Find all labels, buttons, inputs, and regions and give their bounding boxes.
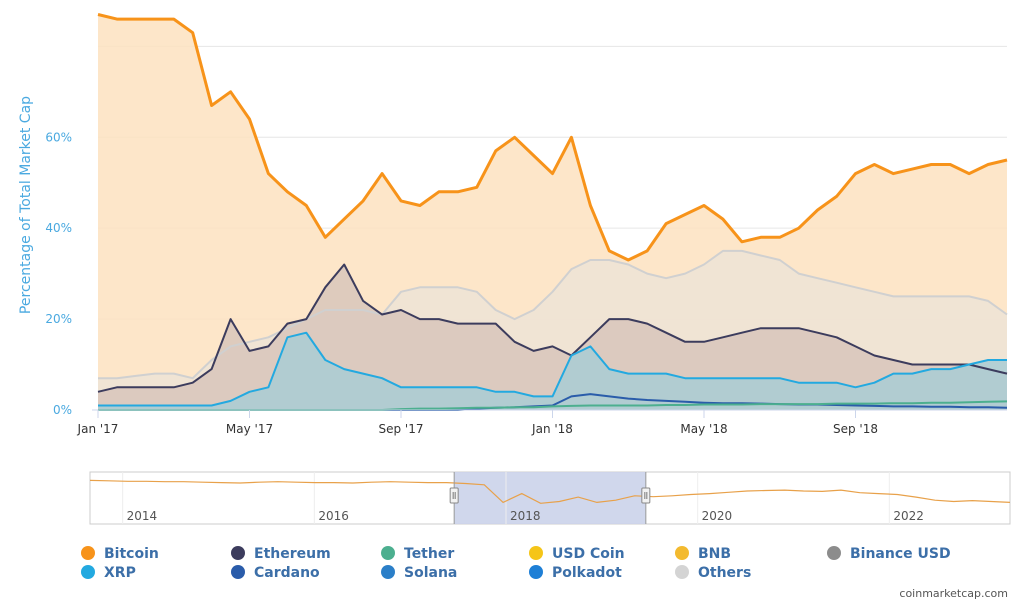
x-tick-label: Jan '17 — [77, 422, 119, 436]
legend-marker — [381, 565, 395, 579]
line-ethereum — [97, 263, 1008, 393]
legend-marker — [529, 546, 543, 560]
range-navigator[interactable]: 2014 2016 2018 2020 2022 — [89, 471, 1011, 525]
legend-label: Binance USD — [850, 546, 951, 562]
navigator-tick-label: 2018 — [510, 509, 541, 523]
legend-label: USD Coin — [552, 546, 625, 562]
legend-marker — [675, 546, 689, 560]
x-tick-label: Jan '18 — [531, 422, 573, 436]
legend-item-binance-usd[interactable]: Binance USD — [827, 546, 951, 562]
navigator-series-line — [89, 479, 1011, 504]
x-tick-label: Sep '17 — [379, 422, 424, 436]
credit-text[interactable]: coinmarketcap.com — [899, 587, 1008, 600]
legend-item-usd-coin[interactable]: USD Coin — [529, 546, 625, 562]
legend-marker — [827, 546, 841, 560]
legend-item-ethereum[interactable]: Ethereum — [231, 546, 331, 562]
legend-label: Polkadot — [552, 565, 622, 581]
navigator-tick-label: 2022 — [893, 509, 924, 523]
legend-marker — [81, 546, 95, 560]
legend-marker — [675, 565, 689, 579]
navigator-tick-label: 2016 — [318, 509, 349, 523]
legend-item-polkadot[interactable]: Polkadot — [529, 565, 622, 581]
legend-label: Ethereum — [254, 546, 331, 562]
y-tick-label: 60% — [45, 130, 72, 144]
legend-item-others[interactable]: Others — [675, 565, 751, 581]
legend-marker — [231, 565, 245, 579]
legend-item-bnb[interactable]: BNB — [675, 546, 731, 562]
area-xrp — [98, 332, 1007, 410]
legend-label: BNB — [698, 546, 731, 562]
y-axis-label: Percentage of Total Market Cap — [18, 96, 34, 314]
line-xrp — [98, 331, 1007, 407]
legend-marker — [231, 546, 245, 560]
y-tick-label: 20% — [45, 312, 72, 326]
legend-marker — [529, 565, 543, 579]
navigator-tick-label: 2014 — [127, 509, 158, 523]
x-axis: Jan '17 May '17 Sep '17 Jan '18 May '18 Sep '… — [77, 409, 1007, 436]
legend-label: Others — [698, 565, 751, 581]
navigator-selection — [454, 472, 646, 524]
y-tick-label: 0% — [53, 403, 72, 417]
navigator-left-handle[interactable] — [449, 487, 459, 504]
series-areas — [98, 14, 1007, 410]
legend-label: Tether — [404, 546, 454, 562]
legend-item-bitcoin[interactable]: Bitcoin — [81, 546, 159, 562]
legend-label: XRP — [104, 565, 136, 581]
line-bitcoin — [97, 13, 1008, 262]
legend-label: Solana — [404, 565, 457, 581]
legend-item-xrp[interactable]: XRP — [81, 565, 136, 581]
legend-label: Cardano — [254, 565, 320, 581]
legend-label: Bitcoin — [104, 546, 159, 562]
x-tick-label: May '18 — [680, 422, 727, 436]
y-tick-label: 40% — [45, 221, 72, 235]
legend-marker — [381, 546, 395, 560]
navigator-tick-label: 2020 — [702, 509, 733, 523]
navigator-right-handle[interactable] — [641, 487, 651, 504]
legend-item-solana[interactable]: Solana — [381, 565, 457, 581]
legend: Bitcoin Ethereum Tether USD Coin BNB Binance … — [81, 546, 951, 581]
x-tick-label: May '17 — [226, 422, 273, 436]
legend-item-tether[interactable]: Tether — [381, 546, 454, 562]
legend-item-cardano[interactable]: Cardano — [231, 565, 320, 581]
legend-marker — [81, 565, 95, 579]
line-others — [98, 249, 1008, 380]
x-tick-label: Sep '18 — [833, 422, 878, 436]
y-axis: 0% 20% 40% 60% — [45, 130, 72, 417]
